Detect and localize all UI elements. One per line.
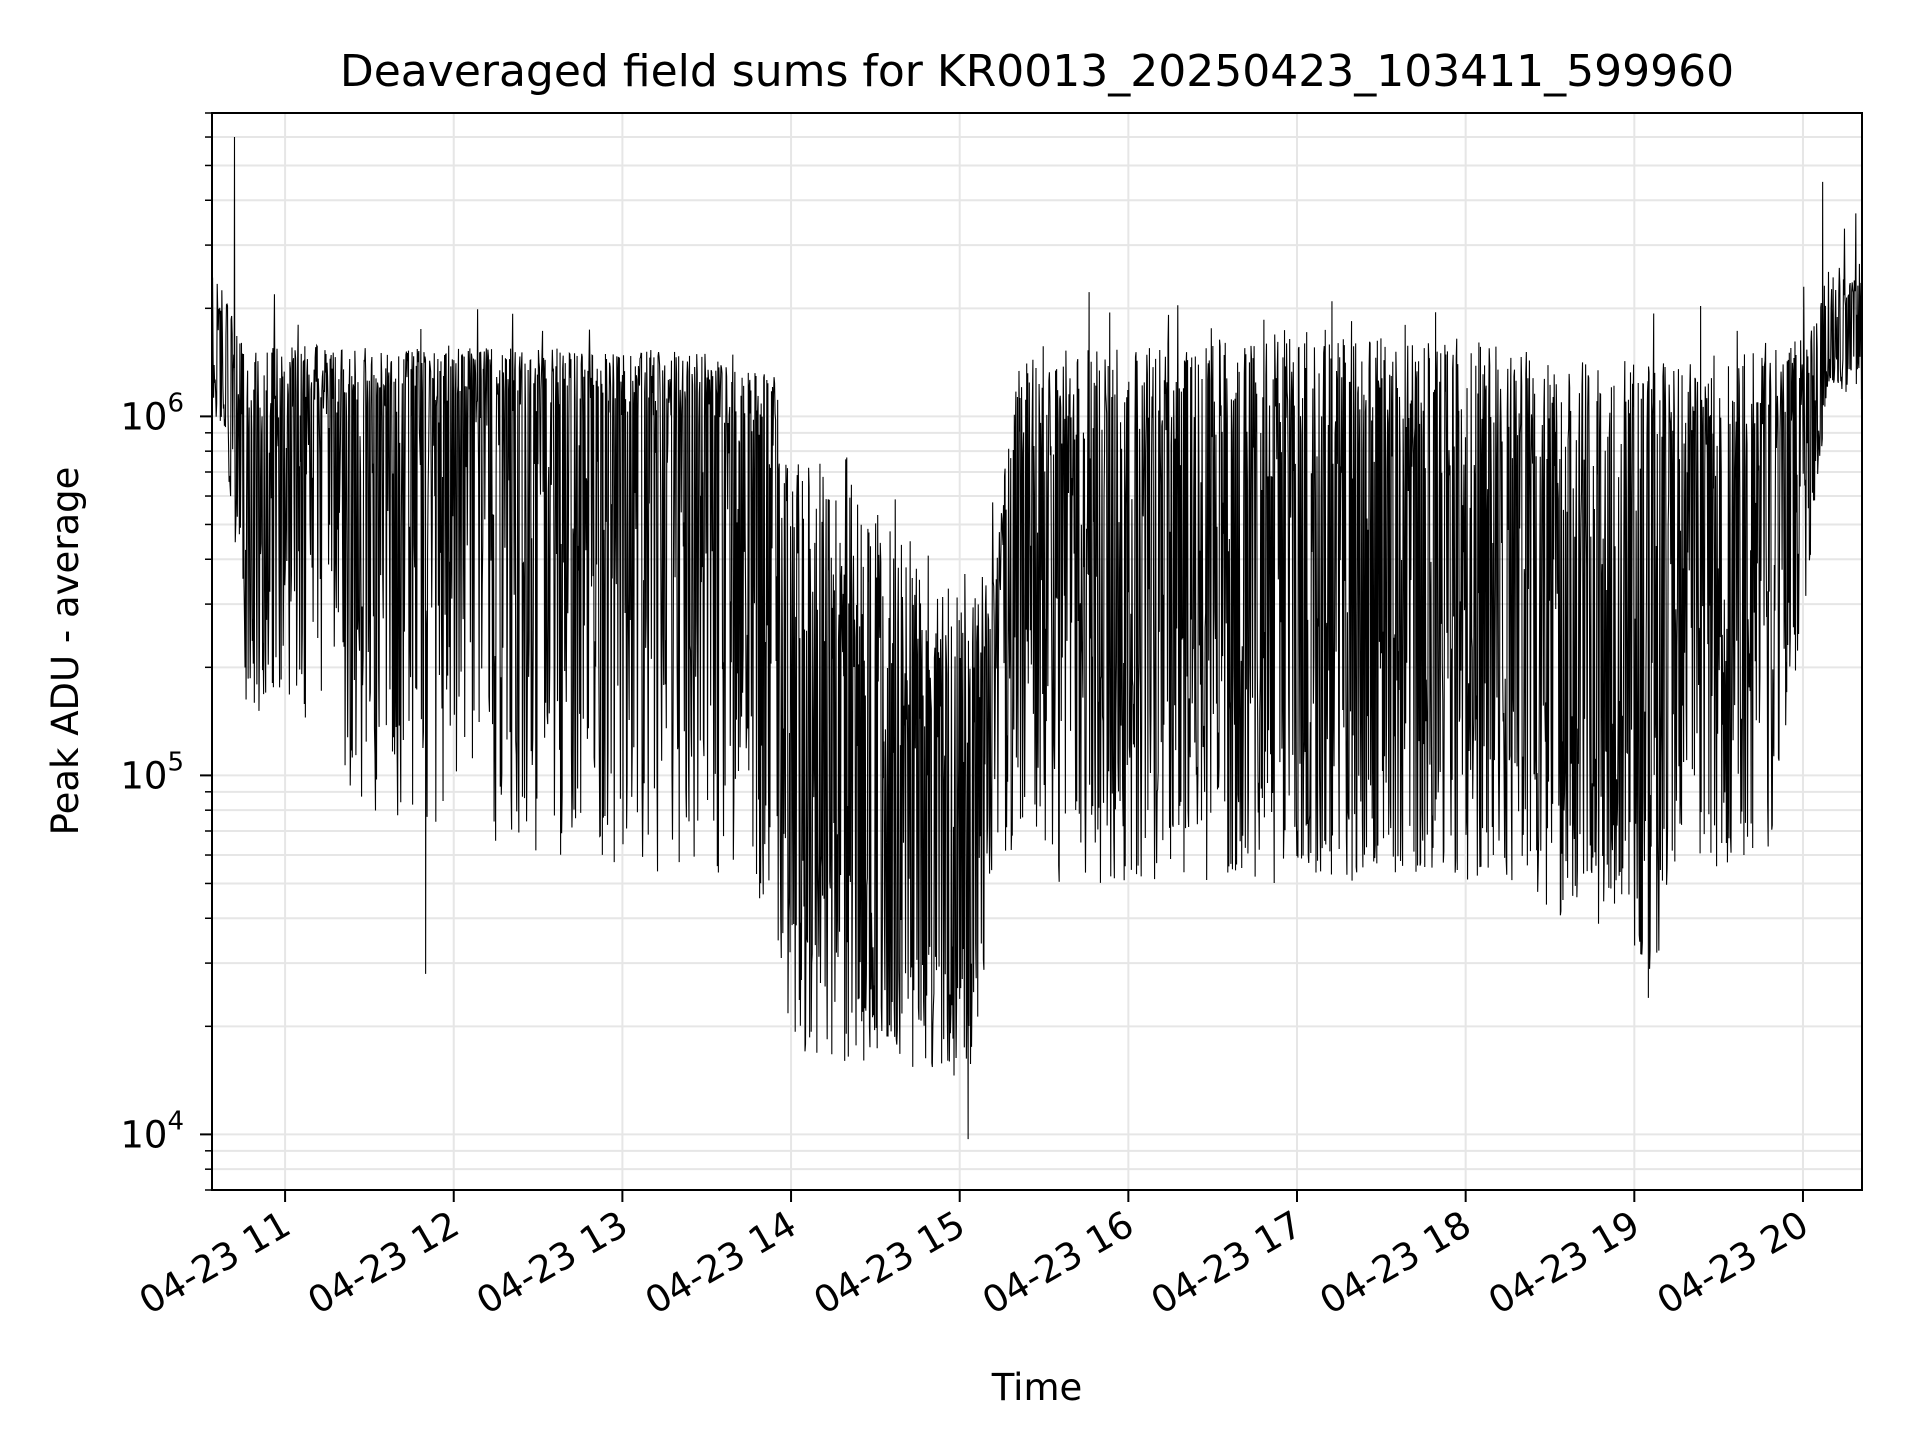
plot-frame xyxy=(211,112,1863,1191)
y-tick-label: 104 xyxy=(120,1106,184,1156)
y-tick-label: 105 xyxy=(120,747,184,797)
y-tick-label: 106 xyxy=(120,388,184,438)
y-axis-ticks: 104 105 106 xyxy=(120,112,212,1191)
x-axis-label: Time xyxy=(991,1366,1083,1409)
chart-title: Deaveraged field sums for KR0013_2025042… xyxy=(340,46,1734,97)
series-line xyxy=(212,137,1862,1140)
y-axis-label: Peak ADU - average xyxy=(44,467,87,836)
